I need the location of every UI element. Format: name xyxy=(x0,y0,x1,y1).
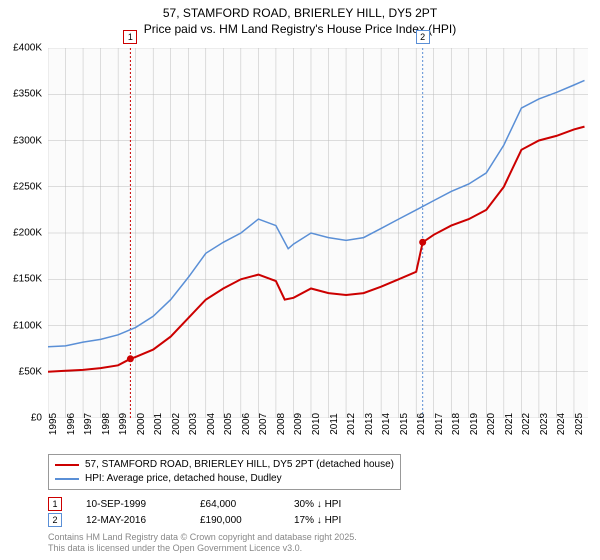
credits-line-2: This data is licensed under the Open Gov… xyxy=(48,543,588,554)
xtick-label: 2020 xyxy=(486,413,497,435)
ytick-label: £200K xyxy=(13,228,42,239)
ytick-label: £300K xyxy=(13,135,42,146)
ytick-label: £400K xyxy=(13,43,42,54)
xtick-label: 2009 xyxy=(293,413,304,435)
xtick-label: 2021 xyxy=(504,413,515,435)
xtick-label: 2025 xyxy=(574,413,585,435)
credits-line-1: Contains HM Land Registry data © Crown c… xyxy=(48,532,588,543)
chart-container: 57, STAMFORD ROAD, BRIERLEY HILL, DY5 2P… xyxy=(0,0,600,560)
sale-date: 10-SEP-1999 xyxy=(86,499,176,510)
ytick-label: £100K xyxy=(13,320,42,331)
xtick-label: 2008 xyxy=(276,413,287,435)
sale-date: 12-MAY-2016 xyxy=(86,515,176,526)
legend-swatch-price xyxy=(55,464,79,466)
xtick-label: 2023 xyxy=(539,413,550,435)
xtick-label: 2002 xyxy=(171,413,182,435)
legend-row-price: 57, STAMFORD ROAD, BRIERLEY HILL, DY5 2P… xyxy=(55,458,394,472)
sale-marker-box: 1 xyxy=(123,30,137,44)
title-block: 57, STAMFORD ROAD, BRIERLEY HILL, DY5 2P… xyxy=(0,0,600,37)
xtick-label: 2024 xyxy=(556,413,567,435)
xtick-label: 1996 xyxy=(66,413,77,435)
legend-area: 57, STAMFORD ROAD, BRIERLEY HILL, DY5 2P… xyxy=(48,454,588,554)
sale-delta: 30% ↓ HPI xyxy=(294,499,341,510)
sale-marker-inline: 1 xyxy=(48,497,62,511)
xtick-label: 2001 xyxy=(153,413,164,435)
sale-marker-inline: 2 xyxy=(48,513,62,527)
sale-table: 1 10-SEP-1999 £64,000 30% ↓ HPI 2 12-MAY-2016… xyxy=(48,496,588,528)
legend-row-hpi: HPI: Average price, detached house, Dudl… xyxy=(55,472,394,486)
xtick-label: 2022 xyxy=(521,413,532,435)
xtick-label: 1999 xyxy=(118,413,129,435)
xtick-label: 2010 xyxy=(311,413,322,435)
xtick-label: 2014 xyxy=(381,413,392,435)
xtick-label: 2013 xyxy=(364,413,375,435)
xtick-label: 1995 xyxy=(48,413,59,435)
chart-svg xyxy=(48,48,588,418)
sale-row: 1 10-SEP-1999 £64,000 30% ↓ HPI xyxy=(48,496,588,512)
legend-label-hpi: HPI: Average price, detached house, Dudl… xyxy=(85,472,282,486)
sale-marker-box: 2 xyxy=(416,30,430,44)
title-line-1: 57, STAMFORD ROAD, BRIERLEY HILL, DY5 2P… xyxy=(0,6,600,22)
xtick-label: 2015 xyxy=(399,413,410,435)
ytick-label: £0 xyxy=(31,413,42,424)
ytick-label: £150K xyxy=(13,274,42,285)
xtick-label: 1998 xyxy=(101,413,112,435)
credits: Contains HM Land Registry data © Crown c… xyxy=(48,532,588,554)
xtick-label: 2019 xyxy=(469,413,480,435)
sale-price: £64,000 xyxy=(200,499,270,510)
legend-label-price: 57, STAMFORD ROAD, BRIERLEY HILL, DY5 2P… xyxy=(85,458,394,472)
sale-row: 2 12-MAY-2016 £190,000 17% ↓ HPI xyxy=(48,512,588,528)
xtick-label: 2016 xyxy=(416,413,427,435)
xtick-label: 2011 xyxy=(329,413,340,435)
xtick-label: 2007 xyxy=(258,413,269,435)
xtick-label: 2004 xyxy=(206,413,217,435)
ytick-label: £250K xyxy=(13,181,42,192)
xtick-label: 2018 xyxy=(451,413,462,435)
legend-box: 57, STAMFORD ROAD, BRIERLEY HILL, DY5 2P… xyxy=(48,454,401,490)
xtick-label: 1997 xyxy=(83,413,94,435)
sale-delta: 17% ↓ HPI xyxy=(294,515,341,526)
ytick-label: £50K xyxy=(19,366,42,377)
legend-swatch-hpi xyxy=(55,478,79,480)
xtick-label: 2005 xyxy=(223,413,234,435)
xtick-label: 2017 xyxy=(434,413,445,435)
ytick-label: £350K xyxy=(13,89,42,100)
chart-area: £0£50K£100K£150K£200K£250K£300K£350K£400… xyxy=(48,48,588,418)
xtick-label: 2003 xyxy=(188,413,199,435)
title-line-2: Price paid vs. HM Land Registry's House … xyxy=(0,22,600,38)
sale-price: £190,000 xyxy=(200,515,270,526)
xtick-label: 2000 xyxy=(136,413,147,435)
xtick-label: 2012 xyxy=(346,413,357,435)
xtick-label: 2006 xyxy=(241,413,252,435)
